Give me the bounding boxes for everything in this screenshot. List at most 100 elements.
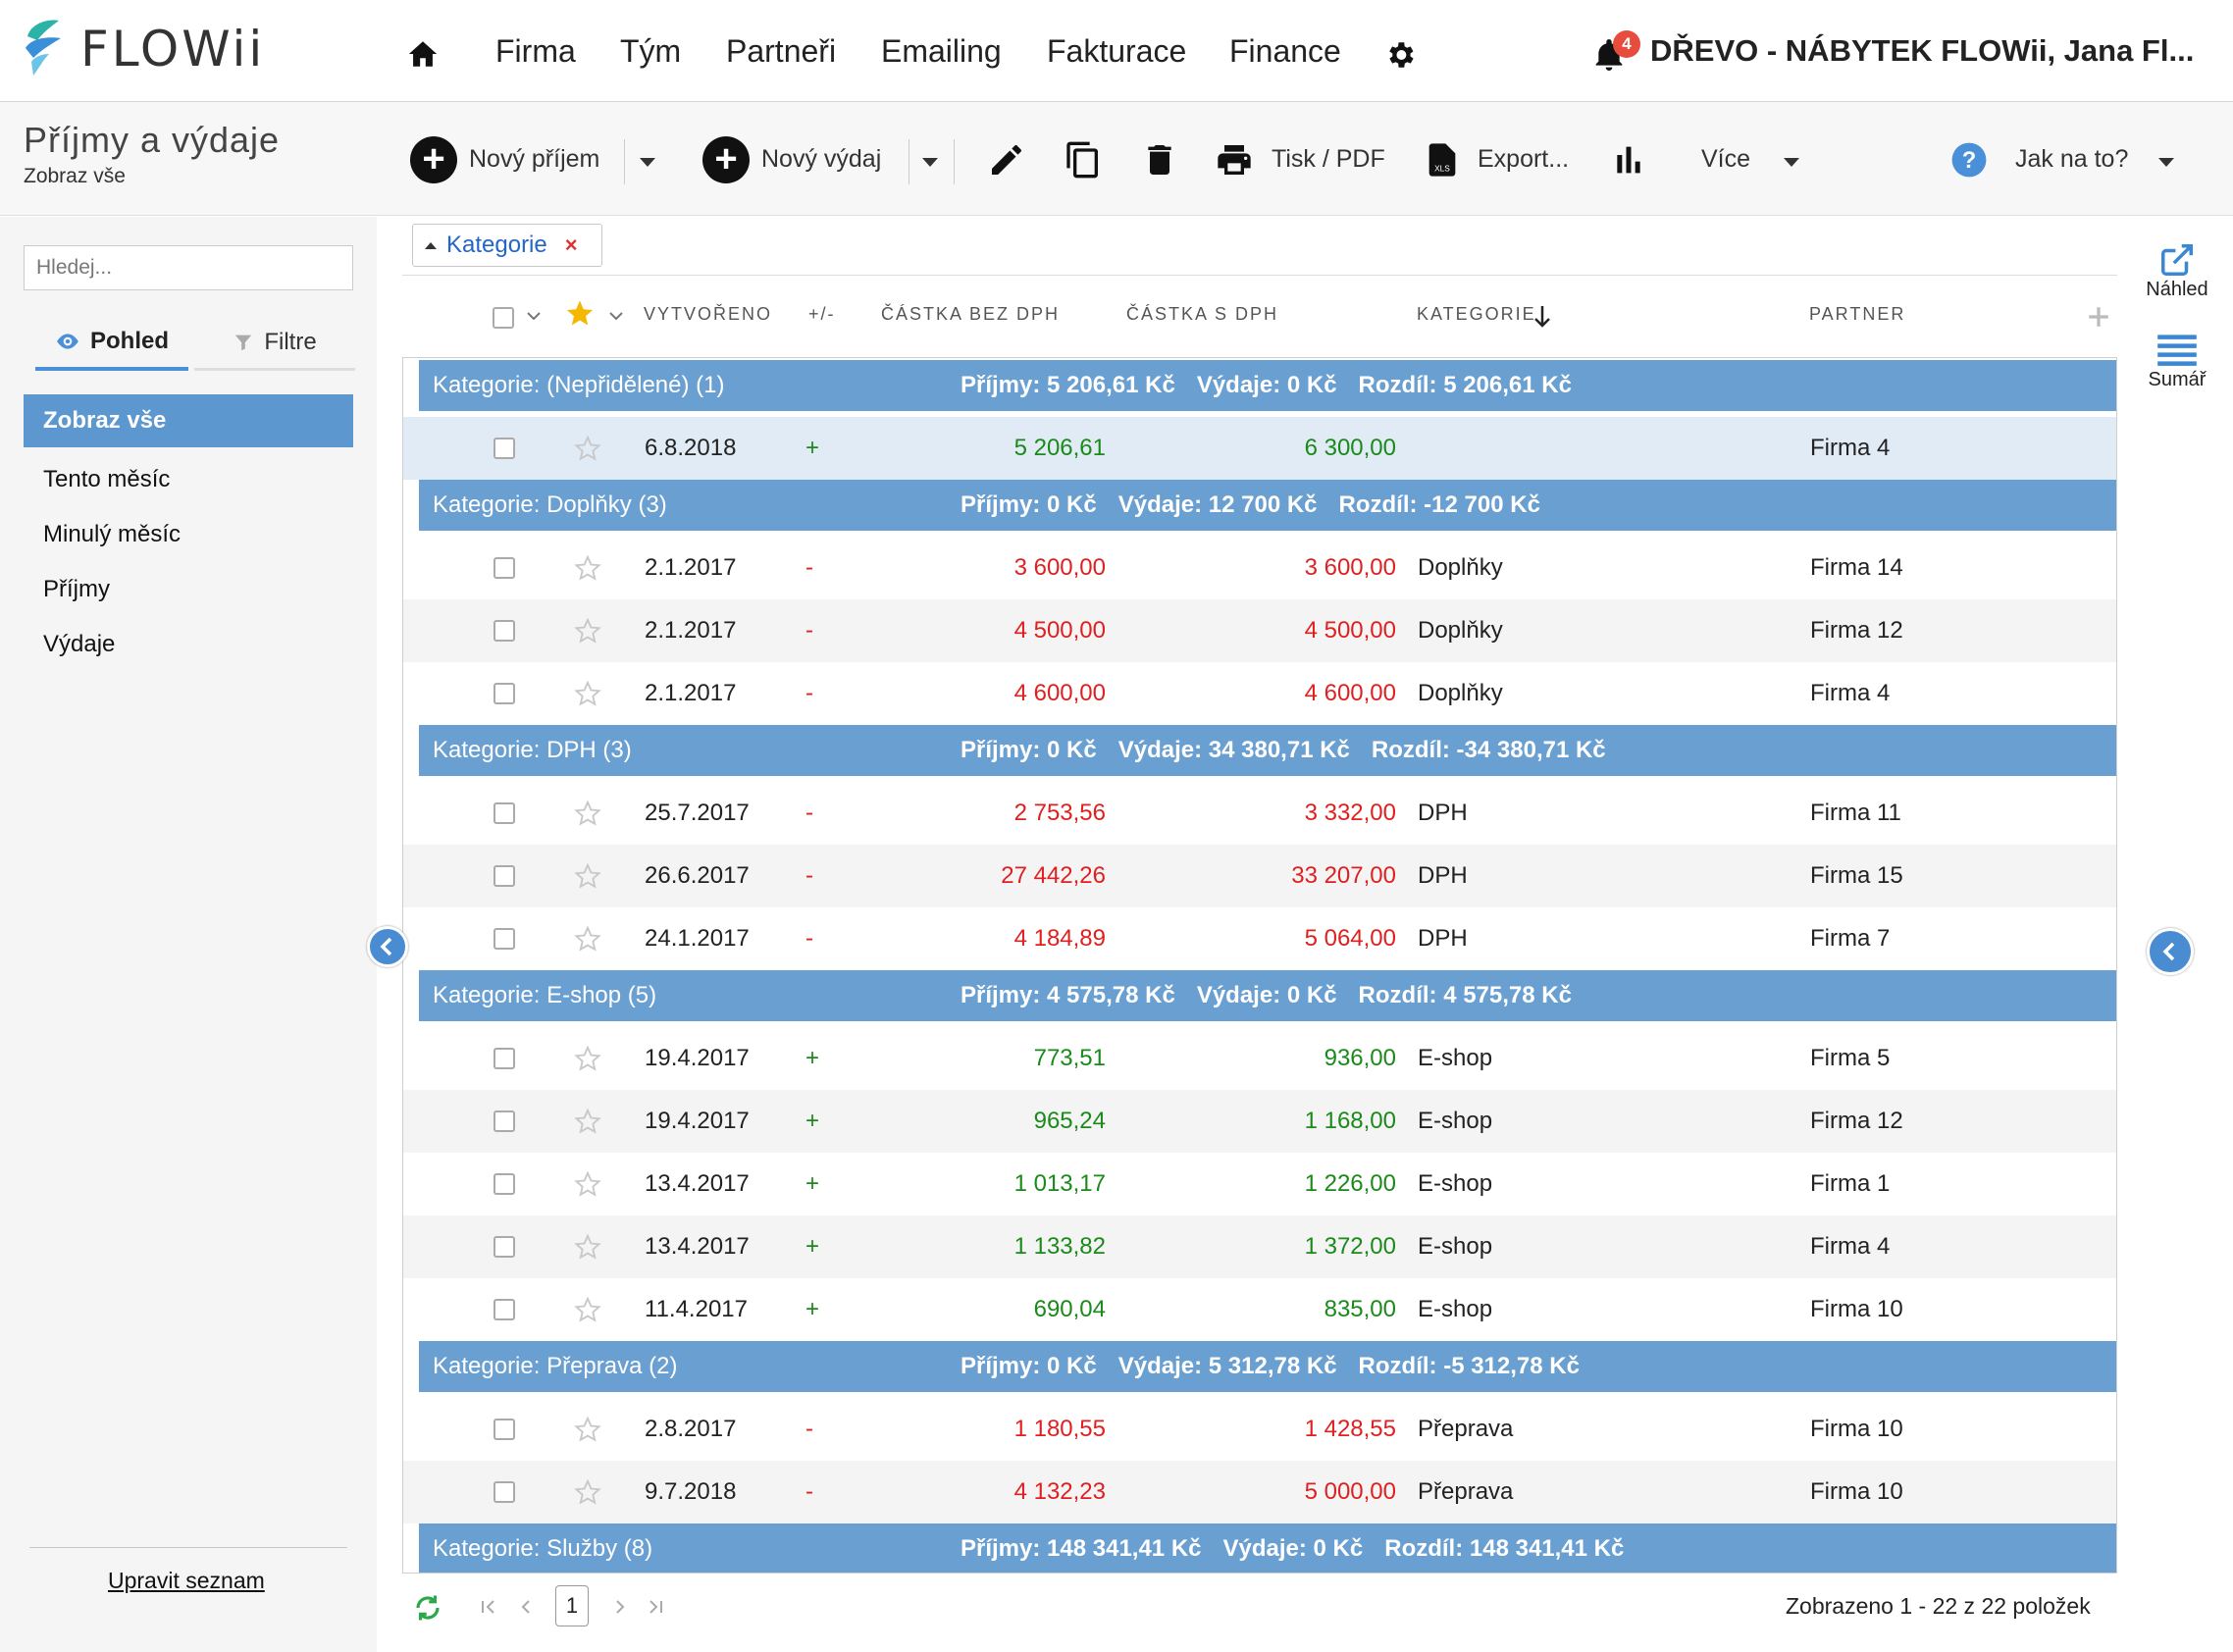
star-icon[interactable] — [574, 554, 601, 582]
group-header[interactable]: Kategorie: Přeprava (2) Příjmy: 0 Kč Výdaj… — [419, 1341, 2116, 1392]
chevron-down-icon[interactable] — [922, 158, 938, 167]
star-icon[interactable] — [574, 862, 601, 890]
group-header[interactable]: Kategorie: Služby (8) Příjmy: 148 341,41 … — [419, 1523, 2116, 1573]
row-checkbox[interactable] — [493, 1236, 515, 1258]
group-header[interactable]: Kategorie: Doplňky (3) Příjmy: 0 Kč Výdaje… — [419, 480, 2116, 531]
sidebar-item-all[interactable]: Zobraz vše — [24, 394, 353, 447]
star-icon[interactable] — [574, 435, 601, 462]
search-input[interactable] — [24, 245, 353, 290]
star-icon[interactable] — [574, 1045, 601, 1072]
company-user-menu[interactable]: DŘEVO - NÁBYTEK FLOWii, Jana Fl... — [1650, 33, 2195, 68]
table-row[interactable]: 19.4.2017 +965,24 1 168,00 E-shop Firma 12 — [403, 1090, 2116, 1153]
next-page-icon[interactable] — [610, 1597, 630, 1617]
collapse-left-icon[interactable] — [367, 926, 408, 967]
table-row[interactable]: 9.7.2018 - 4 132,23 5 000,00 Přeprava Firma 1… — [403, 1461, 2116, 1523]
row-checkbox[interactable] — [493, 1419, 515, 1440]
export-button[interactable]: Export... — [1478, 145, 1570, 173]
summary-button[interactable]: Sumář — [2137, 334, 2217, 391]
table-row[interactable]: 6.8.2018 +5 206,61 6 300,00 Firma 4 — [403, 417, 2116, 480]
prev-page-icon[interactable] — [516, 1597, 536, 1617]
star-icon[interactable] — [574, 1416, 601, 1443]
table-row[interactable]: 26.6.2017 - 27 442,26 33 207,00 DPH Firma 15 — [403, 845, 2116, 907]
new-expense-button[interactable]: Nový výdaj — [761, 145, 882, 173]
home-icon[interactable] — [406, 37, 440, 71]
chevron-down-icon[interactable] — [1784, 158, 1799, 167]
nav-emailing[interactable]: Emailing — [881, 33, 1002, 69]
row-checkbox[interactable] — [493, 557, 515, 579]
star-icon[interactable] — [574, 1233, 601, 1261]
sidebar-item-last-month[interactable]: Minulý měsíc — [43, 521, 182, 547]
row-checkbox[interactable] — [493, 1110, 515, 1132]
preview-button[interactable]: Náhled — [2137, 241, 2217, 301]
expand-right-panel-icon[interactable] — [2147, 928, 2194, 975]
column-sign[interactable]: +/- — [808, 304, 836, 324]
row-checkbox[interactable] — [493, 1299, 515, 1320]
group-header[interactable]: Kategorie: DPH (3) Příjmy: 0 Kč Výdaje: 34… — [419, 725, 2116, 776]
tab-view[interactable]: Pohled — [35, 316, 188, 371]
table-row[interactable]: 2.8.2017 - 1 180,55 1 428,55 Přeprava Firma 1… — [403, 1398, 2116, 1461]
last-page-icon[interactable] — [646, 1597, 665, 1617]
first-page-icon[interactable] — [479, 1597, 498, 1617]
group-header[interactable]: Kategorie: (Nepřidělené) (1) Příjmy: 5 20… — [419, 360, 2116, 411]
nav-partneri[interactable]: Partneři — [726, 33, 837, 69]
edit-list-link[interactable]: Upravit seznam — [108, 1568, 265, 1593]
table-row[interactable]: 13.4.2017 +1 133,82 1 372,00 E-shop Firma 4 — [403, 1215, 2116, 1278]
column-partner[interactable]: PARTNER — [1809, 304, 1906, 324]
star-icon[interactable] — [574, 680, 601, 707]
nav-finance[interactable]: Finance — [1229, 33, 1341, 69]
chevron-down-icon[interactable] — [640, 158, 655, 167]
new-income-button[interactable]: Nový příjem — [469, 145, 600, 173]
help-button[interactable]: Jak na to? — [2015, 145, 2129, 173]
trash-icon[interactable] — [1140, 139, 1179, 181]
sidebar-item-expenses[interactable]: Výdaje — [43, 631, 116, 657]
table-row[interactable]: 2.1.2017 - 4 600,00 4 600,00 Doplňky Firma 4 — [403, 662, 2116, 725]
table-row[interactable]: 11.4.2017 +690,04 835,00 E-shop Firma 10 — [403, 1278, 2116, 1341]
select-all-checkbox[interactable] — [493, 307, 514, 329]
copy-icon[interactable] — [1064, 139, 1103, 181]
column-amount-net[interactable]: ČÁSTKA BEZ DPH — [881, 304, 1061, 324]
table-row[interactable]: 2.1.2017 - 4 500,00 4 500,00 Doplňky Firma 12 — [403, 599, 2116, 662]
column-created[interactable]: VYTVOŘENO — [644, 304, 773, 324]
sidebar-item-this-month[interactable]: Tento měsíc — [43, 466, 171, 492]
chevron-down-icon[interactable] — [2158, 158, 2174, 167]
table-row[interactable]: 2.1.2017 - 3 600,00 3 600,00 Doplňky Firma 14 — [403, 537, 2116, 599]
add-column-icon[interactable] — [2086, 304, 2111, 330]
chevron-down-icon[interactable] — [526, 310, 542, 322]
table-row[interactable]: 24.1.2017 - 4 184,89 5 064,00 DPH Firma 7 — [403, 907, 2116, 970]
table-row[interactable]: 25.7.2017 - 2 753,56 3 332,00 DPH Firma 11 — [403, 782, 2116, 845]
row-checkbox[interactable] — [493, 865, 515, 887]
group-header[interactable]: Kategorie: E-shop (5) Příjmy: 4 575,78 Kč… — [419, 970, 2116, 1021]
pencil-icon[interactable] — [987, 139, 1026, 181]
column-amount-gross[interactable]: ČÁSTKA S DPH — [1126, 304, 1279, 324]
bar-chart-icon[interactable] — [1609, 139, 1648, 181]
group-by-chip[interactable]: Kategorie × — [412, 224, 602, 267]
star-filled-icon[interactable] — [565, 298, 595, 328]
row-checkbox[interactable] — [493, 438, 515, 459]
star-icon[interactable] — [574, 1108, 601, 1135]
row-checkbox[interactable] — [493, 928, 515, 950]
row-checkbox[interactable] — [493, 802, 515, 824]
star-icon[interactable] — [574, 617, 601, 645]
sidebar-item-income[interactable]: Příjmy — [43, 576, 110, 602]
row-checkbox[interactable] — [493, 683, 515, 704]
star-icon[interactable] — [574, 1170, 601, 1198]
row-checkbox[interactable] — [493, 620, 515, 642]
arrow-down-icon[interactable] — [1532, 304, 1552, 330]
help-icon[interactable]: ? — [1950, 141, 1988, 179]
more-button[interactable]: Více — [1701, 145, 1751, 173]
print-pdf-button[interactable]: Tisk / PDF — [1272, 145, 1385, 173]
current-page[interactable]: 1 — [555, 1585, 589, 1626]
app-logo[interactable]: FLOWii — [22, 18, 265, 80]
plus-circle-icon[interactable]: + — [702, 136, 750, 183]
star-icon[interactable] — [574, 1296, 601, 1323]
printer-icon[interactable] — [1215, 139, 1254, 181]
xls-file-icon[interactable]: XLS — [1423, 139, 1462, 181]
row-checkbox[interactable] — [493, 1048, 515, 1069]
nav-firma[interactable]: Firma — [495, 33, 576, 69]
refresh-icon[interactable] — [412, 1593, 443, 1623]
plus-circle-icon[interactable]: + — [410, 136, 457, 183]
star-icon[interactable] — [574, 800, 601, 827]
star-icon[interactable] — [574, 1478, 601, 1506]
nav-tym[interactable]: Tým — [620, 33, 682, 69]
star-icon[interactable] — [574, 925, 601, 953]
